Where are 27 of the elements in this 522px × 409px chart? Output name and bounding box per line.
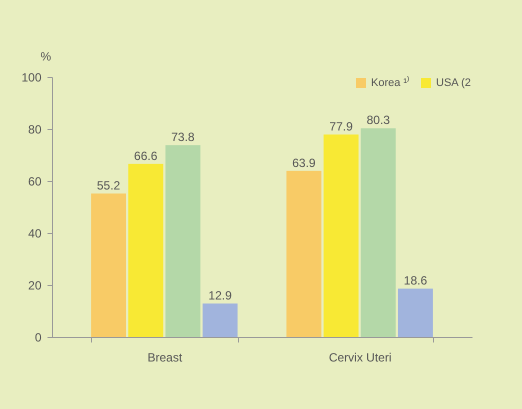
- y-tick-label: 80: [28, 122, 42, 136]
- y-tick-label: 20: [28, 278, 42, 292]
- data-label: 80.3: [366, 113, 390, 128]
- data-label: 18.6: [404, 274, 428, 288]
- y-tick-label: 0: [34, 330, 42, 344]
- bar: [165, 145, 200, 337]
- bar: [91, 193, 126, 337]
- bar: [286, 170, 322, 337]
- data-label: 66.6: [134, 148, 158, 163]
- legend-label: Korea ¹⁾: [371, 76, 410, 89]
- legend-label: USA (2: [436, 77, 471, 89]
- data-label: 12.9: [208, 288, 232, 302]
- bar: [360, 128, 396, 337]
- y-tick-label: 100: [21, 70, 42, 84]
- data-label: 63.9: [292, 156, 316, 170]
- x-tick-label: Breast: [147, 350, 183, 364]
- data-label: 73.8: [171, 130, 195, 144]
- x-tick-label: Cervix Uteri: [328, 350, 392, 364]
- y-axis-title: %: [40, 50, 52, 64]
- bar: [202, 303, 238, 337]
- y-tick-label: 40: [28, 226, 42, 240]
- bar: [128, 164, 164, 337]
- data-label: 77.9: [329, 119, 354, 134]
- bar: [398, 288, 433, 337]
- bar: [324, 134, 359, 337]
- y-tick-label: 60: [28, 174, 42, 188]
- data-label: 55.2: [96, 178, 121, 192]
